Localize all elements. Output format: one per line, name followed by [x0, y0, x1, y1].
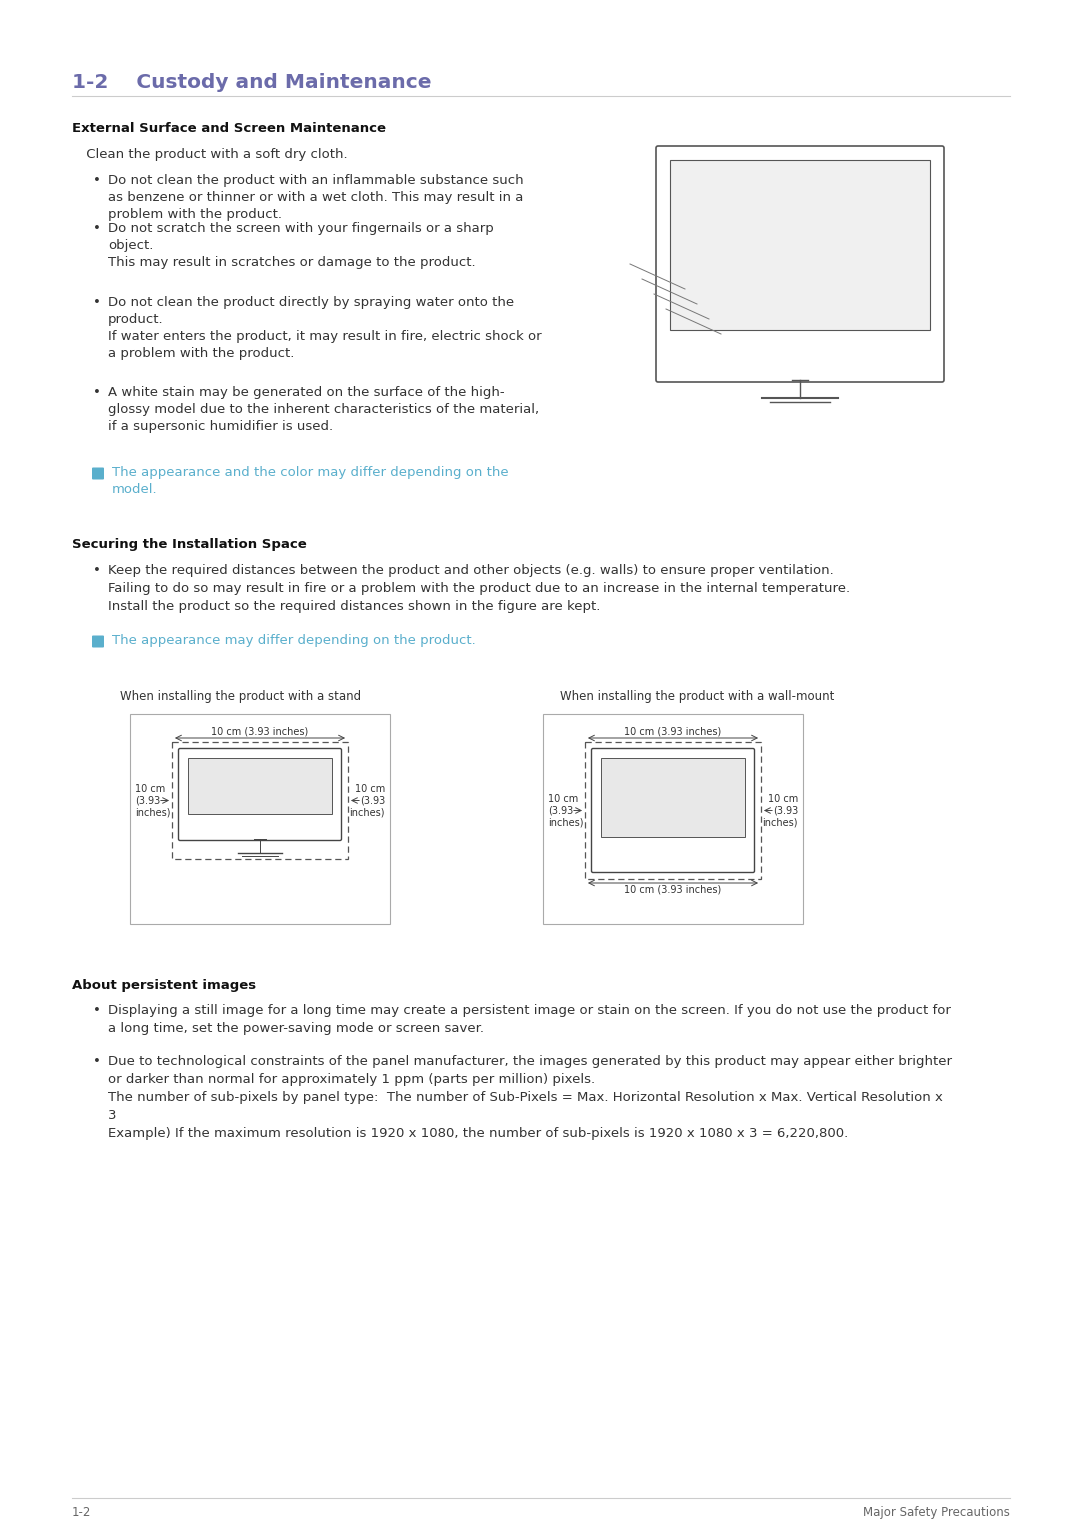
- Text: •: •: [93, 386, 100, 399]
- Text: When installing the product with a wall-mount: When installing the product with a wall-…: [561, 690, 835, 702]
- Text: External Surface and Screen Maintenance: External Surface and Screen Maintenance: [72, 122, 386, 134]
- Text: SAMSUNG: SAMSUNG: [782, 350, 818, 354]
- FancyBboxPatch shape: [92, 467, 104, 479]
- FancyBboxPatch shape: [92, 635, 104, 647]
- Bar: [543, 715, 804, 924]
- Text: The appearance and the color may differ depending on the
model.: The appearance and the color may differ …: [112, 466, 509, 496]
- Text: Do not clean the product with an inflammable substance such
as benzene or thinne: Do not clean the product with an inflamm…: [108, 174, 524, 221]
- Text: Due to technological constraints of the panel manufacturer, the images generated: Due to technological constraints of the …: [108, 1055, 951, 1141]
- Text: 10 cm (3.93 inches): 10 cm (3.93 inches): [624, 725, 721, 736]
- Text: Major Safety Precautions: Major Safety Precautions: [863, 1506, 1010, 1519]
- Bar: [600, 757, 745, 837]
- Text: 10 cm
(3.93
inches): 10 cm (3.93 inches): [762, 794, 798, 828]
- Bar: [188, 757, 332, 814]
- Text: Do not clean the product directly by spraying water onto the
product.
If water e: Do not clean the product directly by spr…: [108, 296, 542, 360]
- Text: •: •: [93, 1003, 100, 1017]
- Bar: [670, 160, 930, 330]
- Text: Do not scratch the screen with your fingernails or a sharp
object.
This may resu: Do not scratch the screen with your fing…: [108, 221, 494, 269]
- Text: •: •: [93, 563, 100, 577]
- Text: •: •: [93, 1055, 100, 1067]
- FancyBboxPatch shape: [656, 147, 944, 382]
- Text: Keep the required distances between the product and other objects (e.g. walls) t: Keep the required distances between the …: [108, 563, 850, 612]
- Text: Securing the Installation Space: Securing the Installation Space: [72, 538, 307, 551]
- Bar: [585, 742, 761, 880]
- FancyBboxPatch shape: [592, 748, 755, 872]
- Text: 1-2    Custody and Maintenance: 1-2 Custody and Maintenance: [72, 73, 432, 92]
- Text: •: •: [93, 174, 100, 186]
- Text: •: •: [93, 296, 100, 308]
- Text: A white stain may be generated on the surface of the high-
glossy model due to t: A white stain may be generated on the su…: [108, 386, 539, 434]
- Text: The appearance may differ depending on the product.: The appearance may differ depending on t…: [112, 634, 476, 647]
- Bar: [130, 715, 390, 924]
- Text: •: •: [93, 221, 100, 235]
- Text: Clean the product with a soft dry cloth.: Clean the product with a soft dry cloth.: [82, 148, 348, 160]
- FancyBboxPatch shape: [178, 748, 341, 840]
- Text: 10 cm
(3.93
inches): 10 cm (3.93 inches): [135, 783, 171, 817]
- Text: About persistent images: About persistent images: [72, 979, 256, 993]
- Text: 10 cm
(3.93
inches): 10 cm (3.93 inches): [350, 783, 384, 817]
- Text: When installing the product with a stand: When installing the product with a stand: [120, 690, 361, 702]
- Text: 10 cm (3.93 inches): 10 cm (3.93 inches): [624, 886, 721, 895]
- Text: 1-2: 1-2: [72, 1506, 92, 1519]
- Text: Displaying a still image for a long time may create a persistent image or stain : Displaying a still image for a long time…: [108, 1003, 950, 1035]
- Text: 10 cm (3.93 inches): 10 cm (3.93 inches): [212, 725, 309, 736]
- Text: 10 cm
(3.93
inches): 10 cm (3.93 inches): [548, 794, 583, 828]
- Bar: [172, 742, 348, 860]
